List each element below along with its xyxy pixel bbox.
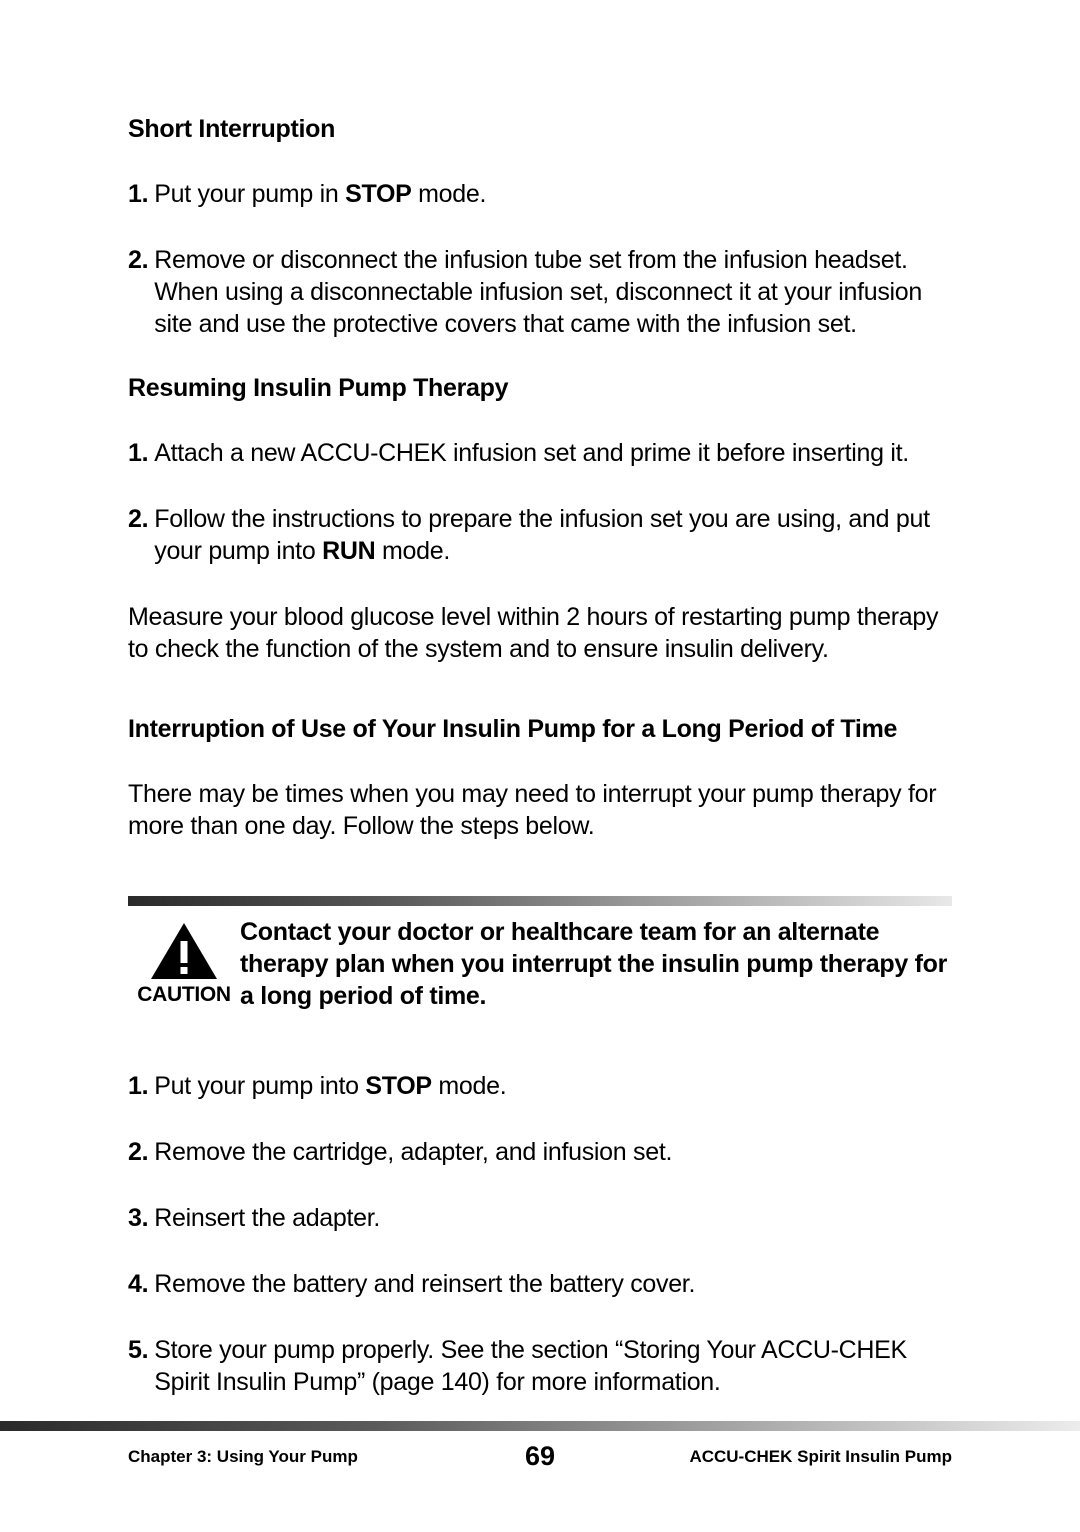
paragraph: There may be times when you may need to …	[128, 778, 952, 842]
footer-product-name: ACCU-CHEK Spirit Insulin Pump	[580, 1447, 952, 1467]
caution-text: Contact your doctor or healthcare team f…	[240, 916, 952, 1012]
list-number: 1.	[128, 178, 148, 210]
list-number: 3.	[128, 1202, 148, 1234]
list-number: 2.	[128, 244, 148, 340]
list-number: 4.	[128, 1268, 148, 1300]
caution-callout: CAUTION Contact your doctor or healthcar…	[128, 896, 952, 1012]
paragraph: Measure your blood glucose level within …	[128, 601, 952, 665]
list-text: Attach a new ACCU-CHEK infusion set and …	[154, 437, 952, 469]
list-number: 2.	[128, 1136, 148, 1168]
footer-row: Chapter 3: Using Your Pump 69 ACCU-CHEK …	[0, 1441, 1080, 1472]
list-item: 2. Follow the instructions to prepare th…	[128, 503, 952, 567]
list-text: Store your pump properly. See the sectio…	[154, 1334, 952, 1398]
list-item: 1. Put your pump into STOP mode.	[128, 1070, 952, 1102]
list-number: 2.	[128, 503, 148, 567]
list-item: 4. Remove the battery and reinsert the b…	[128, 1268, 952, 1300]
heading-long-period: Interruption of Use of Your Insulin Pump…	[128, 715, 952, 744]
footer-page-number: 69	[500, 1441, 580, 1472]
list-item: 1. Attach a new ACCU-CHEK infusion set a…	[128, 437, 952, 469]
heading-short-interruption: Short Interruption	[128, 115, 952, 144]
list-number: 5.	[128, 1334, 148, 1398]
page-footer: Chapter 3: Using Your Pump 69 ACCU-CHEK …	[0, 1421, 1080, 1472]
caution-triangle-icon	[149, 921, 219, 981]
list-number: 1.	[128, 437, 148, 469]
list-text: Remove the cartridge, adapter, and infus…	[154, 1136, 952, 1168]
caution-gradient-bar	[128, 896, 952, 906]
spacer	[128, 699, 952, 715]
list-item: 1. Put your pump in STOP mode.	[128, 178, 952, 210]
list-text: Reinsert the adapter.	[154, 1202, 952, 1234]
caution-label: CAUTION	[128, 983, 240, 1007]
heading-resuming: Resuming Insulin Pump Therapy	[128, 374, 952, 403]
list-text: Remove the battery and reinsert the batt…	[154, 1268, 952, 1300]
caution-row: CAUTION Contact your doctor or healthcar…	[128, 916, 952, 1012]
footer-gradient-bar	[0, 1421, 1080, 1431]
list-item: 2. Remove or disconnect the infusion tub…	[128, 244, 952, 340]
list-item: 3. Reinsert the adapter.	[128, 1202, 952, 1234]
list-text: Follow the instructions to prepare the i…	[154, 503, 952, 567]
list-text: Put your pump in STOP mode.	[154, 178, 952, 210]
footer-chapter-title: Chapter 3: Using Your Pump	[128, 1447, 500, 1467]
list-text: Remove or disconnect the infusion tube s…	[154, 244, 952, 340]
document-page: Short Interruption 1. Put your pump in S…	[0, 0, 1080, 1398]
list-item: 2. Remove the cartridge, adapter, and in…	[128, 1136, 952, 1168]
list-item: 5. Store your pump properly. See the sec…	[128, 1334, 952, 1398]
caution-icon-column: CAUTION	[128, 921, 240, 1007]
list-text: Put your pump into STOP mode.	[154, 1070, 952, 1102]
list-number: 1.	[128, 1070, 148, 1102]
